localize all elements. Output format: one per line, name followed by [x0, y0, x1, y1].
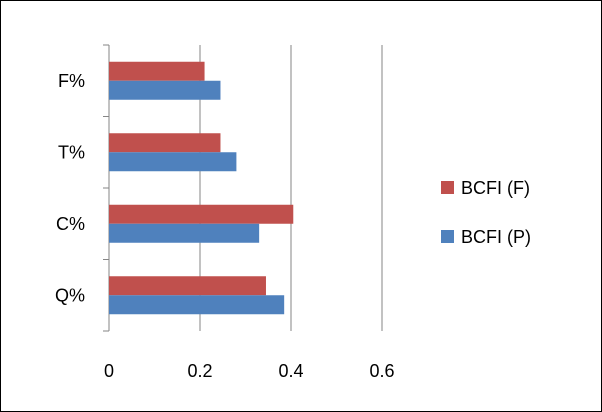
bar-bcfi-p-c: [109, 223, 260, 243]
x-tick-label: 0.2: [187, 361, 212, 381]
bar-bcfi-f-c: [109, 204, 294, 224]
x-tick-label: 0.6: [369, 361, 394, 381]
bar-bcfi-f-f: [109, 61, 205, 81]
legend-swatch: [441, 181, 454, 194]
bar-bcfi-p-q: [109, 295, 285, 315]
legend-label: BCFI (F): [461, 178, 530, 198]
legend-label: BCFI (P): [461, 227, 531, 247]
bar-bcfi-p-t: [109, 152, 237, 172]
bar-bcfi-f-t: [109, 133, 221, 153]
category-label: C%: [56, 214, 85, 234]
x-tick-label: 0: [104, 361, 114, 381]
category-label: Q%: [55, 285, 85, 305]
bar-bcfi-p-f: [109, 80, 221, 100]
category-label: T%: [58, 142, 85, 162]
category-label: F%: [58, 71, 85, 91]
x-tick-label: 0.4: [278, 361, 303, 381]
bar-bcfi-f-q: [109, 276, 266, 296]
legend-swatch: [441, 230, 454, 243]
